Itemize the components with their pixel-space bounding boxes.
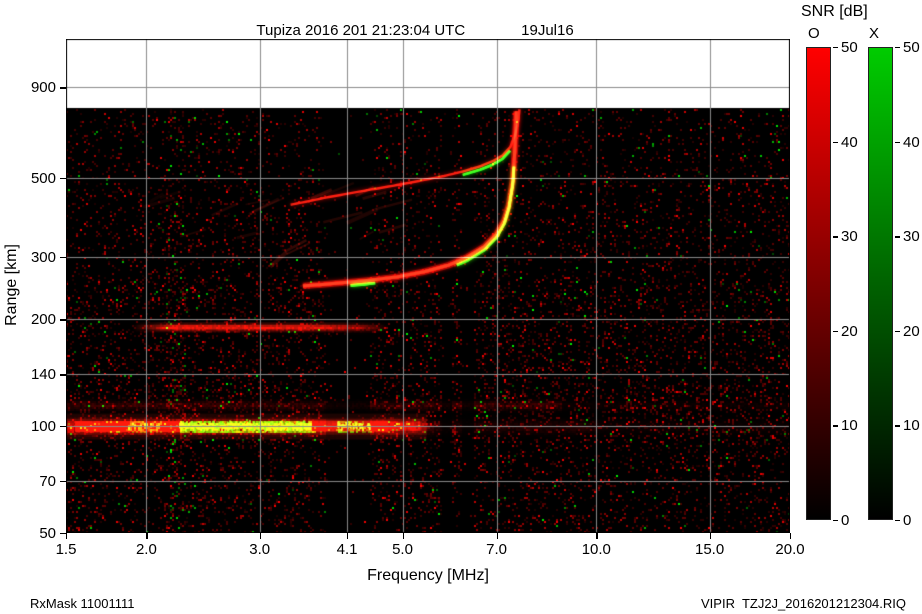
y-axis-tick — [60, 319, 66, 321]
filename-label: VIPIR TZJ2J_2016201212304.RIQ — [701, 596, 906, 611]
colorbar-o-tick — [833, 236, 838, 238]
colorbar-o-tick — [833, 47, 838, 49]
colorbar-o-tick-label: 50 — [841, 39, 858, 56]
station-datetime-label: Tupiza 2016 201 21:23:04 UTC — [256, 22, 466, 39]
x-tick-label: 15.0 — [694, 541, 725, 558]
colorbar-o-tick-label: 30 — [841, 228, 858, 246]
colorbar-o-tick-label: 10 — [841, 417, 858, 435]
x-axis-tick — [259, 533, 262, 539]
x-axis-tick — [709, 533, 711, 539]
colorbar-x-tick-label: 50 — [903, 39, 920, 56]
x-axis-tick — [496, 533, 498, 539]
x-tick-label: 2.0 — [135, 541, 157, 558]
y-tick-label: 300 — [30, 248, 56, 266]
colorbar-o-tick — [833, 330, 838, 333]
y-axis-tick — [60, 426, 66, 428]
y-tick-label: 140 — [30, 366, 56, 384]
x-tick-label: 1.5 — [55, 541, 77, 558]
colorbar-o-mode — [806, 47, 831, 520]
colorbar-x-mode — [868, 47, 893, 520]
y-tick-label: 200 — [30, 311, 56, 329]
x-axis-tick — [790, 533, 792, 539]
colorbar-x-tick — [895, 330, 900, 333]
y-axis-tick — [60, 177, 66, 180]
colorbar-x-tick — [895, 520, 900, 522]
colorbar-x-tick — [895, 236, 900, 238]
colorbar-x-tick — [895, 425, 900, 427]
y-axis-tick — [60, 256, 66, 258]
y-axis-tick — [60, 374, 66, 376]
x-axis-tick — [596, 533, 598, 539]
colorbar-o-tick-label: 0 — [841, 512, 850, 529]
colorbar-x-tick-label: 20 — [903, 322, 920, 340]
colorbar-x-tick-label: 30 — [903, 228, 920, 246]
o-mode-label: O — [808, 25, 820, 42]
colorbar-o-tick — [833, 520, 838, 522]
y-tick-label: 100 — [30, 418, 56, 436]
figure-title: Tupiza 2016 201 21:23:04 UTC 19Jul16 — [240, 5, 574, 56]
x-tick-label: 7.0 — [486, 541, 508, 558]
y-axis-label: Range [km] — [3, 244, 20, 326]
colorbar-o-tick-label: 20 — [841, 322, 858, 340]
colorbar-o-tick-label: 40 — [841, 133, 858, 151]
colorbar-x-tick — [895, 47, 900, 49]
colorbar-x-tick-label: 40 — [903, 133, 920, 151]
x-axis-label: Frequency [MHz] — [367, 567, 489, 584]
colorbar-title: SNR [dB] — [801, 3, 868, 20]
y-axis-tick — [60, 87, 66, 89]
x-axis-tick — [66, 533, 68, 539]
y-tick-label: 900 — [30, 79, 56, 97]
colorbar-x-tick-label: 10 — [903, 417, 920, 435]
colorbar-x-tick-label: 0 — [903, 512, 912, 529]
colorbar-x-tick — [895, 141, 900, 143]
x-tick-label: 3.0 — [249, 541, 271, 558]
x-axis-tick — [347, 533, 349, 539]
y-axis-tick — [60, 533, 66, 535]
x-tick-label: 5.0 — [392, 541, 413, 558]
rxmask-label: RxMask 11001111 — [30, 596, 135, 611]
y-tick-label: 500 — [30, 169, 56, 187]
x-tick-label: 20.0 — [775, 541, 805, 558]
colorbar-o-tick — [833, 425, 838, 427]
y-tick-label: 50 — [39, 525, 56, 542]
x-axis-tick — [402, 533, 404, 539]
y-tick-label: 70 — [39, 473, 56, 491]
x-axis-tick — [146, 533, 148, 539]
date-label: 19Jul16 — [521, 22, 574, 39]
ionogram-canvas — [66, 39, 790, 533]
x-tick-label: 10.0 — [581, 541, 611, 558]
x-tick-label: 4.1 — [336, 541, 358, 558]
y-axis-tick — [60, 481, 66, 483]
colorbar-o-tick — [833, 141, 838, 143]
x-mode-label: X — [869, 25, 880, 42]
